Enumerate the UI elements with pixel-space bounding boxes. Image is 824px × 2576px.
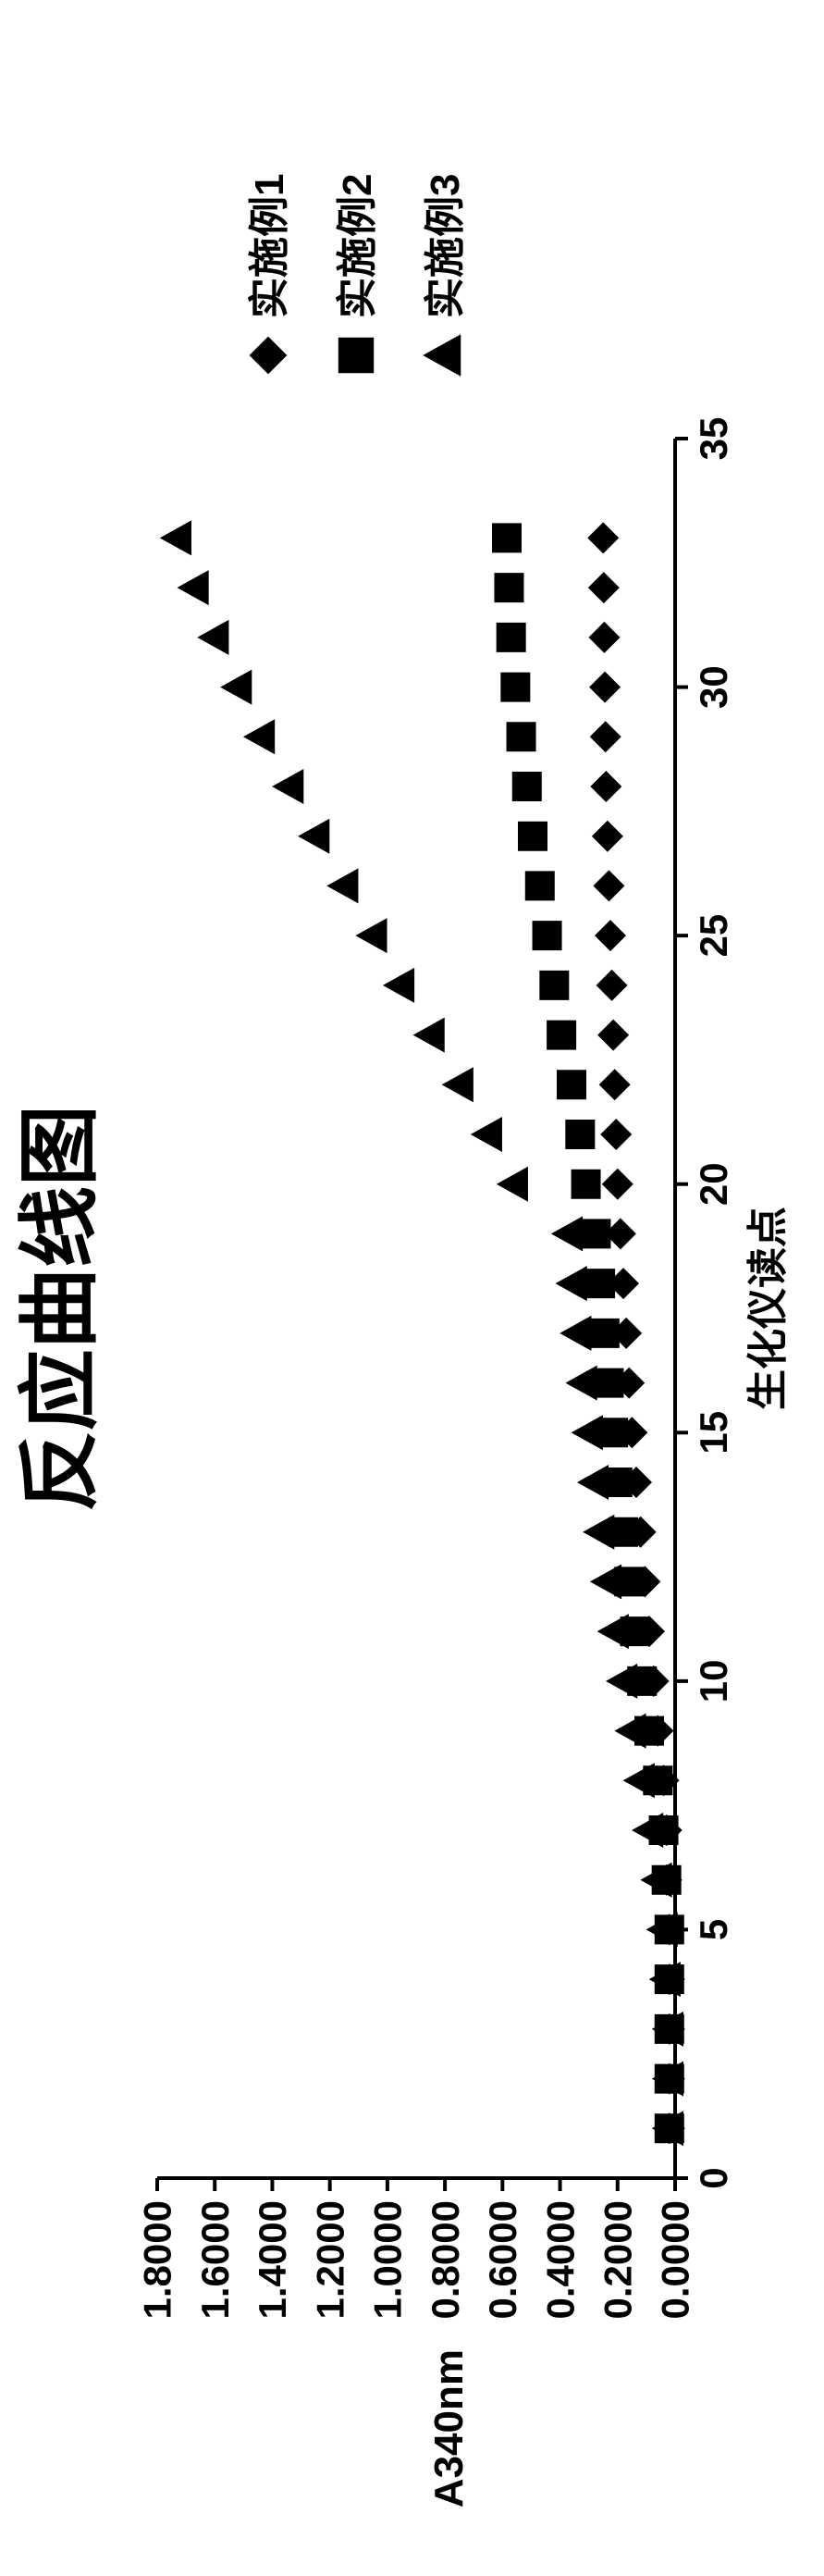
- y-tick-label: 1.6000: [193, 2200, 237, 2319]
- data-point: [557, 1070, 586, 1099]
- data-point: [518, 822, 547, 851]
- y-tick-label: 0.8000: [424, 2200, 467, 2319]
- y-tick-label: 1.2000: [308, 2200, 351, 2319]
- data-point: [500, 673, 530, 702]
- data-point: [590, 1319, 620, 1348]
- legend-label: 实施例3: [423, 174, 468, 318]
- x-axis-label: 生化仪读点: [745, 1207, 791, 1410]
- y-tick-label: 1.8000: [136, 2200, 179, 2319]
- data-point: [547, 1021, 576, 1050]
- square-icon: [338, 338, 374, 373]
- y-tick-label: 1.4000: [251, 2200, 294, 2319]
- data-point: [507, 722, 536, 751]
- data-point: [539, 971, 569, 1000]
- data-point: [533, 921, 562, 950]
- x-tick-label: 35: [692, 417, 735, 461]
- x-tick-label: 30: [692, 665, 735, 709]
- y-tick-label: 0.2000: [596, 2200, 639, 2319]
- x-tick-label: 15: [692, 1411, 735, 1455]
- data-point: [512, 772, 542, 801]
- reaction-curve-chart: 反应曲线图 0.0000 0.2000 0.4000 0.6000 0.8000 1.000…: [0, 0, 824, 2576]
- data-point: [594, 1368, 623, 1398]
- y-tick-label: 0.6000: [481, 2200, 524, 2319]
- y-tick-label: 0.0000: [654, 2200, 697, 2319]
- data-point: [492, 523, 522, 552]
- data-point: [565, 1120, 595, 1149]
- data-point: [497, 623, 526, 652]
- data-point: [581, 1219, 610, 1248]
- data-point: [494, 573, 523, 602]
- legend-label: 实施例1: [247, 174, 292, 318]
- x-tick-label: 20: [692, 1162, 735, 1206]
- data-point: [525, 871, 555, 900]
- data-point: [572, 1170, 601, 1199]
- x-tick-label: 10: [692, 1659, 735, 1703]
- legend-label: 实施例2: [335, 174, 380, 318]
- x-tick-label: 25: [692, 914, 735, 958]
- data-point: [598, 1418, 628, 1447]
- chart-title: 反应曲线图: [14, 1105, 105, 1512]
- data-point: [585, 1269, 615, 1298]
- y-axis-label: A340nm: [426, 2349, 472, 2508]
- x-tick-label: 5: [692, 1919, 735, 1940]
- y-tick-label: 0.4000: [538, 2200, 582, 2319]
- y-tick-label: 1.0000: [366, 2200, 410, 2319]
- x-tick-label: 0: [692, 2167, 735, 2188]
